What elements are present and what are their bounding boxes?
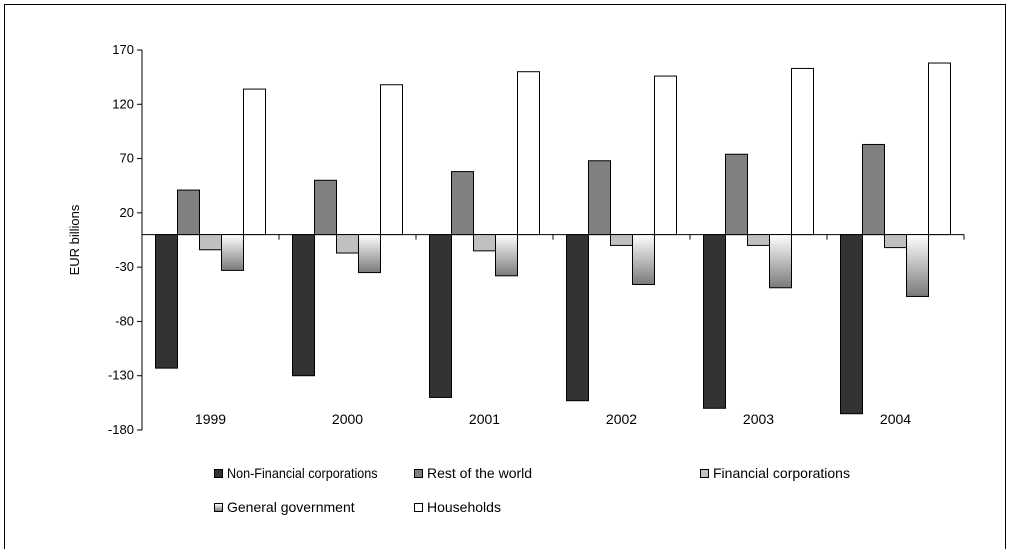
legend-swatch	[414, 502, 423, 512]
bar-2001-non-financial-corporations	[429, 234, 452, 398]
legend: Non-Financial corporations Rest of the wo…	[214, 460, 914, 520]
category-label-2003: 2003	[743, 411, 774, 427]
bar-2003-rest-of-the-world	[725, 153, 748, 236]
category-label-2002: 2002	[606, 411, 637, 427]
legend-label: General government	[227, 499, 355, 515]
chart-frame	[4, 4, 1006, 549]
bar-2000-households	[380, 84, 403, 236]
category-label-2004: 2004	[880, 411, 911, 427]
bar-2004-rest-of-the-world	[862, 143, 885, 236]
bar-1999-general-government	[221, 234, 244, 271]
bar-2000-financial-corporations	[336, 234, 359, 254]
legend-item-non-financial-corporations: Non-Financial corporations	[214, 465, 394, 481]
legend-label: Rest of the world	[427, 465, 533, 481]
bar-2004-households	[928, 62, 951, 236]
legend-swatch	[414, 468, 423, 478]
category-label-2001: 2001	[469, 411, 500, 427]
bar-2000-non-financial-corporations	[292, 234, 315, 377]
bar-2003-financial-corporations	[747, 234, 770, 246]
bar-2001-rest-of-the-world	[451, 171, 474, 236]
bar-2002-non-financial-corporations	[566, 234, 589, 402]
legend-item-financial-corporations: Financial corporations	[700, 465, 850, 481]
legend-label: Households	[427, 499, 501, 515]
bar-1999-households	[243, 88, 266, 236]
y-axis-title: EUR billions	[67, 204, 82, 275]
y-tick-label: 70	[120, 151, 134, 166]
bar-2004-financial-corporations	[884, 234, 907, 249]
bar-1999-financial-corporations	[199, 234, 222, 251]
bar-2000-general-government	[358, 234, 381, 274]
legend-item-rest-of-the-world: Rest of the world	[414, 465, 532, 481]
legend-item-general-government: General government	[214, 499, 355, 515]
bar-2002-households	[654, 75, 677, 236]
y-tick-label: -180	[108, 422, 134, 437]
bar-2002-general-government	[632, 234, 655, 286]
bar-2003-households	[791, 67, 814, 236]
y-tick-label: 120	[112, 96, 134, 111]
legend-label: Non-Financial corporations	[227, 465, 378, 481]
bar-2001-general-government	[495, 234, 518, 277]
bars	[155, 62, 951, 415]
bar-2002-financial-corporations	[610, 234, 633, 246]
y-tick-label: -130	[108, 368, 134, 383]
bar-1999-rest-of-the-world	[177, 189, 200, 236]
category-label-2000: 2000	[332, 411, 363, 427]
legend-swatch	[214, 468, 223, 478]
bar-2004-general-government	[906, 234, 929, 297]
category-label-1999: 1999	[195, 411, 226, 427]
y-tick-label: 20	[120, 205, 134, 220]
legend-swatch	[700, 468, 709, 478]
bar-2002-rest-of-the-world	[588, 160, 611, 236]
legend-item-households: Households	[414, 499, 501, 515]
bar-2003-general-government	[769, 234, 792, 289]
bar-2001-households	[517, 71, 540, 236]
y-tick-label: -80	[115, 313, 134, 328]
bar-2000-rest-of-the-world	[314, 179, 337, 236]
bar-1999-non-financial-corporations	[155, 234, 178, 369]
bar-2003-non-financial-corporations	[703, 234, 726, 409]
labels: 170 120 70 20 -30 -80 -130 -180 1999 2000 2001 2002…	[108, 42, 911, 437]
legend-swatch	[214, 502, 223, 512]
y-tick-label: 170	[112, 42, 134, 57]
legend-label: Financial corporations	[713, 465, 850, 481]
bar-2001-financial-corporations	[473, 234, 496, 252]
axes	[137, 49, 965, 431]
bar-2004-non-financial-corporations	[840, 234, 863, 415]
y-tick-label: -30	[115, 259, 134, 274]
